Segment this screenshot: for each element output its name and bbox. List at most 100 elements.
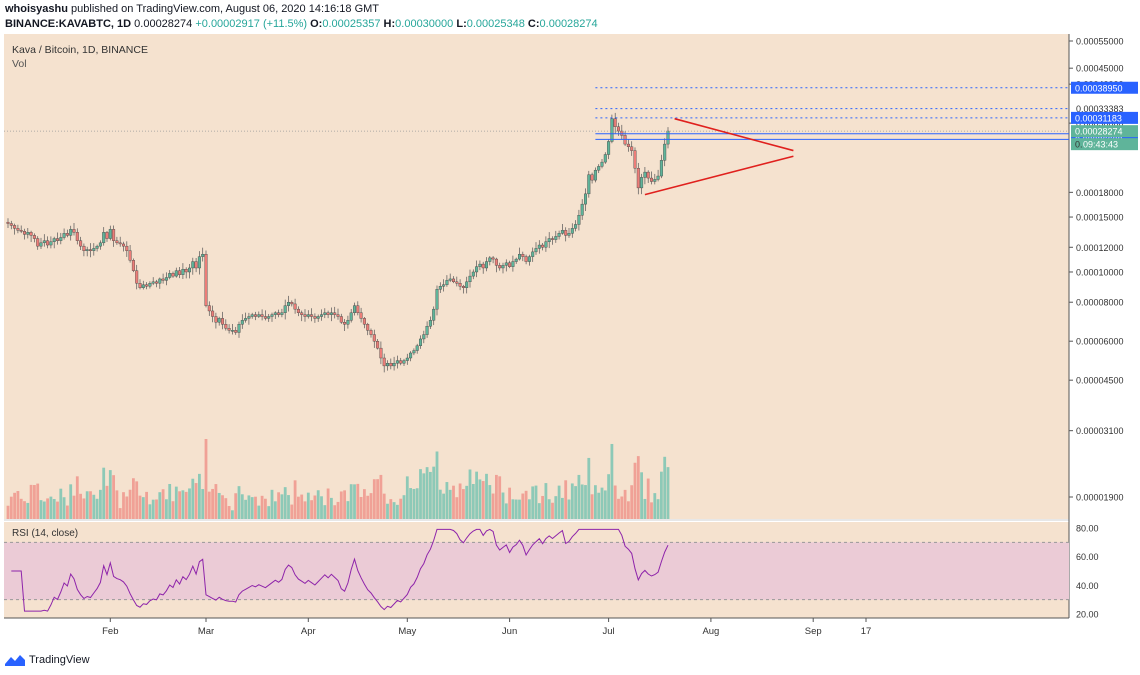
candle-body <box>438 286 442 290</box>
volume-bar <box>112 475 115 519</box>
volume-bar <box>636 456 640 519</box>
symbol-interval: BINANCE:KAVABTC, 1D <box>5 18 132 30</box>
volume-bar <box>353 484 356 519</box>
candle <box>174 267 178 278</box>
candle <box>181 263 185 280</box>
candle <box>491 256 495 264</box>
candle <box>392 356 396 371</box>
volume-bar <box>561 497 564 519</box>
candle-body <box>184 269 188 273</box>
volume-bar <box>237 486 241 519</box>
volume-bar <box>610 443 614 519</box>
tradingview-logo[interactable]: TradingView <box>5 654 90 666</box>
candle-body <box>491 257 495 260</box>
volume-bar <box>547 499 551 519</box>
candle <box>112 225 116 247</box>
candle <box>485 257 489 272</box>
volume-bar <box>122 492 125 519</box>
candle-body <box>405 357 409 361</box>
candle-body <box>277 312 281 315</box>
volume-bar <box>16 491 20 519</box>
candle-body <box>181 269 185 275</box>
volume-bar <box>663 456 667 519</box>
candle <box>310 308 314 322</box>
candle-body <box>16 228 20 231</box>
candle <box>145 282 149 290</box>
author-name[interactable]: whoisyashu <box>5 3 68 15</box>
volume-bar <box>514 499 518 519</box>
volume-bar <box>372 479 376 519</box>
candle-body <box>267 316 271 319</box>
price-chart[interactable]: 0.000550000.000450000.000400000.00030000… <box>0 34 1140 645</box>
candle <box>425 321 429 338</box>
candle <box>253 311 257 321</box>
candle-body <box>82 245 86 251</box>
volume-bar <box>267 506 271 519</box>
volume-bar <box>69 484 73 519</box>
volume-bar <box>148 504 152 519</box>
candle-body <box>310 314 314 317</box>
volume-bar <box>524 490 528 519</box>
candle-body <box>244 318 248 321</box>
candle-body <box>455 281 459 284</box>
volume-bar <box>491 493 495 519</box>
volume-bar <box>336 501 340 519</box>
candle <box>75 228 79 245</box>
candle <box>475 260 479 278</box>
candle <box>551 236 555 245</box>
candle-body <box>531 251 535 257</box>
candle-body <box>580 203 584 216</box>
volume-bar <box>577 474 581 519</box>
volume-bar <box>551 502 554 519</box>
candle <box>567 227 571 238</box>
candle-body <box>574 224 578 229</box>
volume-bar <box>306 492 310 519</box>
candle-body <box>376 340 380 349</box>
candle-body <box>135 270 139 284</box>
volume-bar <box>188 488 191 519</box>
candle-body <box>197 256 201 269</box>
volume-bar <box>455 497 459 519</box>
candle <box>326 310 330 319</box>
candle-body <box>320 314 324 317</box>
candle <box>39 237 43 250</box>
candle <box>339 313 343 324</box>
volume-bar <box>151 499 155 519</box>
volume-bar <box>429 471 432 519</box>
candle <box>643 167 647 185</box>
candle <box>564 227 568 242</box>
candle-body <box>432 308 436 321</box>
candle-body <box>399 360 403 364</box>
candle <box>524 254 528 265</box>
candle <box>13 223 17 235</box>
candle-body <box>356 305 360 313</box>
candle <box>531 247 535 262</box>
candle <box>514 257 518 264</box>
volume-bar <box>247 495 251 519</box>
volume-bar <box>204 439 208 519</box>
candle <box>577 209 581 231</box>
candle <box>141 280 145 290</box>
volume-bar <box>468 469 472 519</box>
candle-body <box>230 330 234 332</box>
candle <box>653 173 657 185</box>
volume-bar <box>49 496 53 519</box>
candle-body <box>626 143 630 147</box>
volume-bar <box>310 500 313 519</box>
candle <box>656 169 660 182</box>
candle <box>227 324 231 334</box>
candle-body <box>257 314 261 317</box>
volume-bar <box>567 499 571 519</box>
volume-bar <box>458 483 462 519</box>
candle <box>452 276 456 284</box>
candle-body <box>46 240 50 246</box>
candle <box>42 234 46 247</box>
candle-body <box>300 312 304 315</box>
candle-body <box>395 360 399 364</box>
candle-body <box>442 284 446 287</box>
candle <box>273 311 277 319</box>
volume-bar <box>653 493 657 519</box>
volume-bar <box>316 490 320 519</box>
volume-bar <box>155 499 158 519</box>
candle-body <box>445 280 449 285</box>
